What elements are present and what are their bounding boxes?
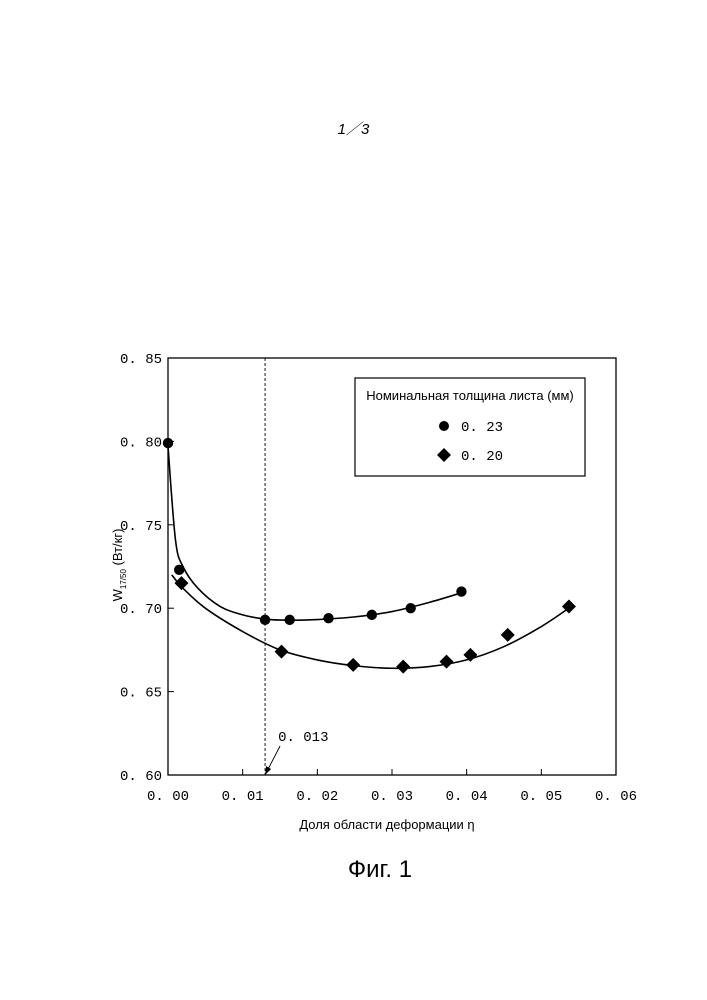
series-1-point	[174, 565, 184, 575]
series-1-point	[405, 603, 415, 613]
series-1-point	[456, 586, 466, 596]
legend-series-2-label: 0. 20	[461, 449, 503, 465]
series-1-point	[260, 615, 270, 625]
series-2-point	[396, 660, 410, 674]
series-2-point	[274, 645, 288, 659]
x-tick-label: 0. 05	[520, 789, 562, 805]
legend-series-1-label: 0. 23	[461, 420, 503, 436]
x-tick-label: 0. 00	[147, 789, 189, 805]
series-1-point	[367, 610, 377, 620]
series-2-curve	[172, 575, 571, 668]
y-axis-title-unit: (Вт/кг)	[110, 529, 125, 570]
y-tick-label: 0. 80	[120, 435, 162, 451]
y-axis: 0. 60 0. 65 0. 70 0. 75 0. 80 0. 85	[120, 352, 174, 785]
series-2-point	[346, 658, 360, 672]
x-tick-label: 0. 06	[595, 789, 637, 805]
x-tick-label: 0. 02	[296, 789, 338, 805]
series-1-point	[323, 613, 333, 623]
reference-arrow-head	[265, 766, 271, 775]
x-axis-title: Доля области деформации η	[299, 817, 474, 832]
legend-title: Номинальная толщина листа (мм)	[366, 388, 574, 403]
figure-caption: Фиг. 1	[0, 856, 707, 884]
y-axis-title: W17/50 (Вт/кг)	[110, 529, 128, 602]
y-tick-label: 0. 60	[120, 769, 162, 785]
series-1-point	[163, 438, 173, 448]
series-1-point	[285, 615, 295, 625]
series-2-point	[501, 628, 515, 642]
reference-label: 0. 013	[278, 730, 328, 746]
y-axis-title-subscript: 17/50	[119, 569, 128, 590]
y-tick-label: 0. 65	[120, 686, 162, 702]
x-tick-label: 0. 03	[371, 789, 413, 805]
x-tick-label: 0. 01	[222, 789, 264, 805]
y-tick-label: 0. 70	[120, 602, 162, 618]
y-tick-label: 0. 75	[120, 519, 162, 535]
reference-line: 0. 013	[265, 358, 328, 775]
legend: Номинальная толщина листа (мм) 0. 23 0. …	[355, 378, 585, 476]
x-tick-label: 0. 04	[446, 789, 488, 805]
y-axis-title-main: W	[110, 588, 125, 601]
legend-circle-marker	[439, 421, 449, 431]
series-2-point	[174, 576, 188, 590]
y-tick-label: 0. 85	[120, 352, 162, 368]
series-2-point	[440, 655, 454, 669]
